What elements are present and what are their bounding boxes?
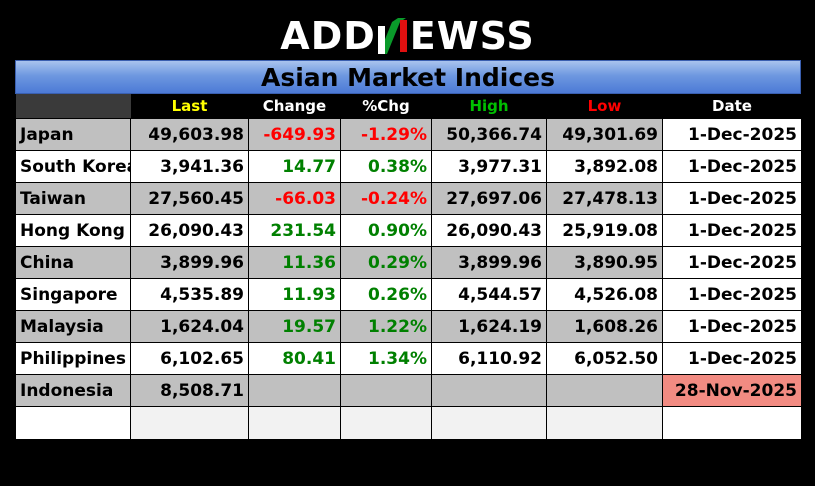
high-cell: 3,899.96 bbox=[431, 246, 547, 279]
date-cell: 1-Dec-2025 bbox=[662, 118, 802, 151]
date-cell: 1-Dec-2025 bbox=[662, 310, 802, 343]
last-cell: 3,941.36 bbox=[130, 150, 249, 183]
table-row: Singapore 4,535.89 11.93 0.26% 4,544.57 4,526… bbox=[15, 278, 802, 311]
low-cell: 4,526.08 bbox=[546, 278, 663, 311]
change-cell: 14.77 bbox=[248, 150, 341, 183]
empty-cell bbox=[340, 406, 432, 440]
header-pct: %Chg bbox=[340, 94, 432, 119]
addnewss-logo: ADD EWSS bbox=[0, 12, 815, 60]
market-name-cell: Singapore bbox=[15, 278, 131, 311]
market-sheet: Asian Market Indices Last Change %Chg Hi… bbox=[15, 60, 802, 440]
indices-table: Last Change %Chg High Low Date Japan 49,6… bbox=[15, 94, 802, 440]
last-cell: 6,102.65 bbox=[130, 342, 249, 375]
empty-row bbox=[15, 406, 802, 440]
low-cell: 25,919.08 bbox=[546, 214, 663, 247]
change-cell: -66.03 bbox=[248, 182, 341, 215]
pct-change-cell: -1.29% bbox=[340, 118, 432, 151]
low-cell: 3,890.95 bbox=[546, 246, 663, 279]
market-name-cell: Hong Kong bbox=[15, 214, 131, 247]
empty-cell bbox=[546, 406, 663, 440]
low-cell: 27,478.13 bbox=[546, 182, 663, 215]
empty-cell bbox=[248, 406, 341, 440]
header-high: High bbox=[431, 94, 547, 119]
change-cell: 19.57 bbox=[248, 310, 341, 343]
empty-cell bbox=[662, 406, 802, 440]
pct-change-cell: 0.38% bbox=[340, 150, 432, 183]
low-cell: 1,608.26 bbox=[546, 310, 663, 343]
market-name-cell: Malaysia bbox=[15, 310, 131, 343]
pct-change-cell: 0.29% bbox=[340, 246, 432, 279]
pct-change-cell: 0.26% bbox=[340, 278, 432, 311]
last-cell: 4,535.89 bbox=[130, 278, 249, 311]
market-name-cell: Taiwan bbox=[15, 182, 131, 215]
table-row: South Korea 3,941.36 14.77 0.38% 3,977.31 3,8… bbox=[15, 150, 802, 183]
logo-left: ADD bbox=[280, 14, 376, 58]
pct-change-cell bbox=[340, 374, 432, 407]
date-cell: 1-Dec-2025 bbox=[662, 278, 802, 311]
sheet-title: Asian Market Indices bbox=[15, 60, 801, 94]
high-cell: 1,624.19 bbox=[431, 310, 547, 343]
pct-change-cell: 0.90% bbox=[340, 214, 432, 247]
table-row: Taiwan 27,560.45 -66.03 -0.24% 27,697.06 27,4… bbox=[15, 182, 802, 215]
last-cell: 27,560.45 bbox=[130, 182, 249, 215]
date-cell: 1-Dec-2025 bbox=[662, 342, 802, 375]
last-cell: 1,624.04 bbox=[130, 310, 249, 343]
date-cell: 1-Dec-2025 bbox=[662, 150, 802, 183]
change-cell: 11.36 bbox=[248, 246, 341, 279]
logo-right: EWSS bbox=[409, 14, 535, 58]
low-cell: 49,301.69 bbox=[546, 118, 663, 151]
header-date: Date bbox=[662, 94, 802, 119]
table-row: Indonesia 8,508.71 28-Nov-2025 bbox=[15, 374, 802, 407]
market-name-cell: Philippines bbox=[15, 342, 131, 375]
high-cell: 3,977.31 bbox=[431, 150, 547, 183]
high-cell bbox=[431, 374, 547, 407]
table-row: China 3,899.96 11.36 0.29% 3,899.96 3,890.95 1… bbox=[15, 246, 802, 279]
header-market bbox=[15, 94, 131, 119]
header-row: Last Change %Chg High Low Date bbox=[15, 94, 802, 119]
low-cell: 6,052.50 bbox=[546, 342, 663, 375]
low-cell bbox=[546, 374, 663, 407]
empty-cell bbox=[130, 406, 249, 440]
market-name-cell: Japan bbox=[15, 118, 131, 151]
table-row: Philippines 6,102.65 80.41 1.34% 6,110.92 6,0… bbox=[15, 342, 802, 375]
pct-change-cell: -0.24% bbox=[340, 182, 432, 215]
low-cell: 3,892.08 bbox=[546, 150, 663, 183]
header-last: Last bbox=[130, 94, 249, 119]
market-name-cell: South Korea bbox=[15, 150, 131, 183]
table-row: Hong Kong 26,090.43 231.54 0.90% 26,090.43 25… bbox=[15, 214, 802, 247]
change-cell bbox=[248, 374, 341, 407]
empty-cell bbox=[431, 406, 547, 440]
table-body: Japan 49,603.98 -649.93 -1.29% 50,366.74 49,3… bbox=[15, 118, 802, 440]
logo-n-icon bbox=[376, 16, 410, 56]
last-cell: 3,899.96 bbox=[130, 246, 249, 279]
high-cell: 26,090.43 bbox=[431, 214, 547, 247]
date-cell: 1-Dec-2025 bbox=[662, 182, 802, 215]
change-cell: 231.54 bbox=[248, 214, 341, 247]
last-cell: 49,603.98 bbox=[130, 118, 249, 151]
market-name-cell: Indonesia bbox=[15, 374, 131, 407]
last-cell: 8,508.71 bbox=[130, 374, 249, 407]
change-cell: 80.41 bbox=[248, 342, 341, 375]
date-cell: 1-Dec-2025 bbox=[662, 214, 802, 247]
pct-change-cell: 1.22% bbox=[340, 310, 432, 343]
market-name-cell: China bbox=[15, 246, 131, 279]
change-cell: -649.93 bbox=[248, 118, 341, 151]
logo-text: ADD EWSS bbox=[280, 14, 534, 58]
high-cell: 50,366.74 bbox=[431, 118, 547, 151]
high-cell: 27,697.06 bbox=[431, 182, 547, 215]
high-cell: 4,544.57 bbox=[431, 278, 547, 311]
header-low: Low bbox=[546, 94, 663, 119]
high-cell: 6,110.92 bbox=[431, 342, 547, 375]
date-cell: 1-Dec-2025 bbox=[662, 246, 802, 279]
table-row: Malaysia 1,624.04 19.57 1.22% 1,624.19 1,608.… bbox=[15, 310, 802, 343]
empty-cell bbox=[15, 406, 131, 440]
table-row: Japan 49,603.98 -649.93 -1.29% 50,366.74 49,3… bbox=[15, 118, 802, 151]
change-cell: 11.93 bbox=[248, 278, 341, 311]
header-change: Change bbox=[248, 94, 341, 119]
last-cell: 26,090.43 bbox=[130, 214, 249, 247]
pct-change-cell: 1.34% bbox=[340, 342, 432, 375]
date-cell: 28-Nov-2025 bbox=[662, 374, 802, 407]
